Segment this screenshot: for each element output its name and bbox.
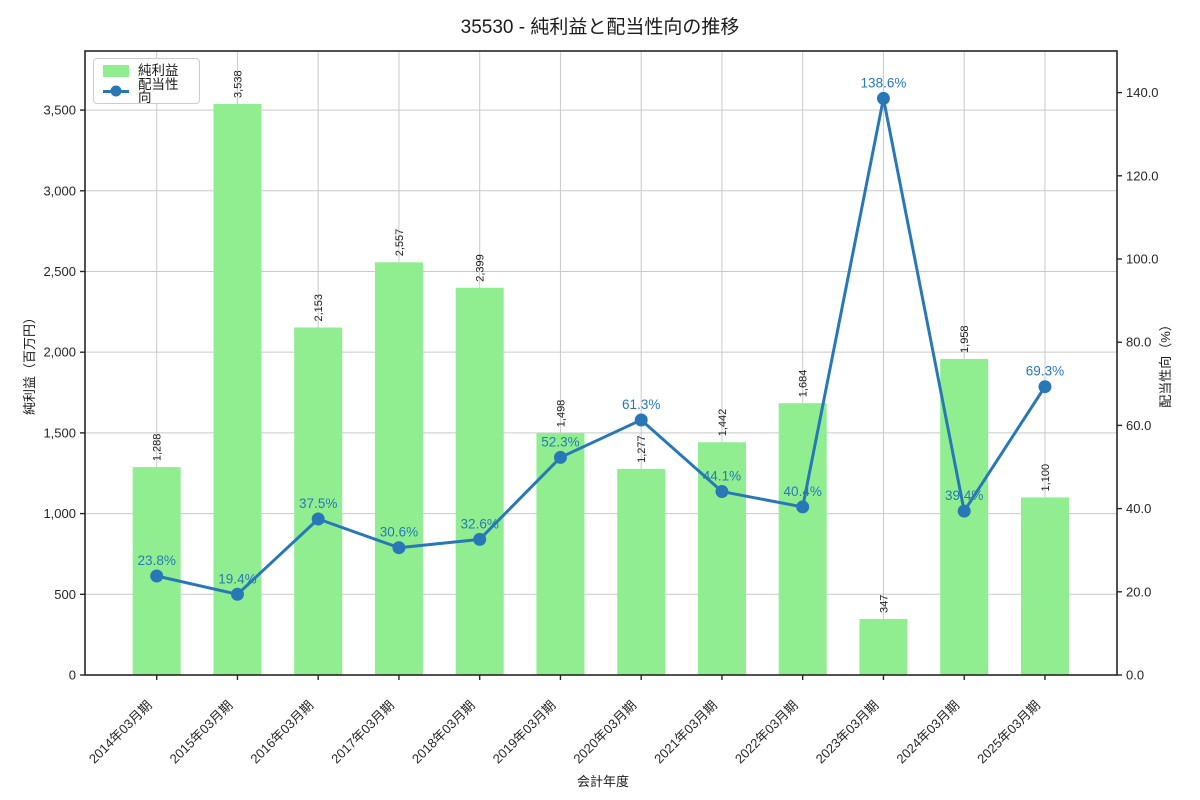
- line-marker: [634, 413, 648, 427]
- line-marker: [150, 569, 164, 583]
- left-tick-label: 2,500: [43, 264, 76, 279]
- x-tick-label: 2014年03月期: [86, 698, 155, 767]
- bar: [294, 327, 343, 675]
- left-tick-label: 1,500: [43, 425, 76, 440]
- percent-label: 39.4%: [945, 488, 983, 503]
- right-axis-title: 配当性向（%）: [1158, 318, 1173, 408]
- percent-label: 40.4%: [784, 484, 822, 499]
- line-marker: [876, 91, 890, 105]
- percent-label: 37.5%: [299, 496, 337, 511]
- payout-line: [155, 96, 1047, 596]
- x-tick-label: 2019年03月期: [490, 698, 559, 767]
- left-tick-label: 1,000: [43, 506, 76, 521]
- bar-value-label: 2,557: [394, 229, 406, 257]
- right-tick-label: 60.0: [1126, 418, 1151, 433]
- left-tick-label: 3,500: [43, 103, 76, 118]
- bar-value-label: 1,498: [555, 400, 567, 428]
- line-series: [150, 91, 1052, 601]
- bar-swatch-icon: [103, 64, 129, 77]
- x-tick-label: 2024年03月期: [893, 698, 962, 767]
- percent-label: 61.3%: [622, 397, 660, 412]
- left-tick-label: 500: [54, 587, 76, 602]
- bar: [455, 287, 504, 675]
- right-tick-label: 100.0: [1126, 252, 1159, 267]
- x-tick-label: 2017年03月期: [328, 698, 397, 767]
- bar: [617, 468, 666, 675]
- x-axis-title: 会計年度: [577, 774, 629, 789]
- right-tick-label: 120.0: [1126, 168, 1159, 183]
- line-marker-icon: [103, 85, 129, 98]
- left-axis-title: 純利益（百万円）: [22, 311, 37, 415]
- x-tick-label: 2023年03月期: [813, 698, 882, 767]
- line-marker: [230, 587, 244, 601]
- right-tick-label: 20.0: [1126, 584, 1151, 599]
- percent-label: 23.8%: [138, 553, 176, 568]
- right-tick-label: 40.0: [1126, 501, 1151, 516]
- percent-label: 30.6%: [380, 525, 418, 540]
- chart-title: 35530 - 純利益と配当性向の推移: [461, 16, 740, 38]
- right-tick-label: 80.0: [1126, 335, 1151, 350]
- percent-label: 52.3%: [541, 434, 579, 449]
- x-tick-label: 2020年03月期: [570, 698, 639, 767]
- line-marker: [1038, 380, 1052, 394]
- x-tick-label: 2016年03月期: [247, 698, 316, 767]
- bar-value-label: 347: [878, 595, 890, 613]
- bar-value-label: 2,153: [313, 294, 325, 322]
- right-tick-label: 0.0: [1126, 668, 1144, 683]
- legend: 純利益 配当性向: [93, 58, 200, 104]
- legend-label-net-profit: 純利益: [138, 63, 179, 78]
- line-marker: [392, 541, 406, 555]
- plot-border: [84, 50, 1118, 676]
- line-marker: [553, 450, 567, 464]
- line-marker: [715, 485, 729, 499]
- bar-value-label: 1,100: [1040, 464, 1052, 492]
- legend-item-payout-ratio: 配当性向: [103, 76, 190, 105]
- bar: [778, 403, 827, 675]
- line-marker: [473, 532, 487, 546]
- line-marker: [957, 504, 971, 518]
- bar: [374, 262, 423, 675]
- left-tick-label: 3,000: [43, 183, 76, 198]
- bar-value-label: 1,277: [636, 435, 648, 463]
- line-marker: [796, 500, 810, 514]
- percent-label: 138.6%: [861, 75, 907, 90]
- bar-series: [132, 103, 1069, 676]
- legend-item-net-profit: 純利益: [103, 64, 190, 78]
- x-tick-label: 2015年03月期: [167, 698, 236, 767]
- axes: 0 500 1,000 1,500 2,000 2,500 3,000 3,500 0.0 20.…: [43, 50, 1159, 767]
- x-tick-label: 2018年03月期: [409, 698, 478, 767]
- bar-value-label: 1,288: [152, 434, 164, 462]
- right-tick-label: 140.0: [1126, 85, 1159, 100]
- line-marker: [311, 512, 325, 526]
- percent-label: 32.6%: [461, 516, 499, 531]
- bar: [697, 442, 746, 675]
- bar: [1020, 497, 1069, 675]
- x-tick-label: 2021年03月期: [651, 698, 720, 767]
- bar: [536, 433, 585, 675]
- data-labels: 1,288 3,538 2,153 2,557 2,399 1,498 1,277 1,442…: [138, 70, 1065, 613]
- left-tick-label: 2,000: [43, 345, 76, 360]
- x-tick-label: 2025年03月期: [974, 698, 1043, 767]
- percent-label: 69.3%: [1026, 364, 1064, 379]
- left-tick-label: 0: [69, 668, 76, 683]
- bar-value-label: 1,958: [959, 325, 971, 353]
- bar-value-label: 3,538: [232, 70, 244, 98]
- bar: [859, 618, 908, 675]
- bar-value-label: 1,442: [717, 409, 729, 437]
- x-tick-label: 2022年03月期: [732, 698, 801, 767]
- percent-label: 19.4%: [218, 571, 256, 586]
- percent-label: 44.1%: [703, 469, 741, 484]
- legend-label-payout-ratio: 配当性向: [138, 76, 179, 105]
- bar-value-label: 1,684: [798, 370, 810, 398]
- bar-value-label: 2,399: [475, 254, 487, 282]
